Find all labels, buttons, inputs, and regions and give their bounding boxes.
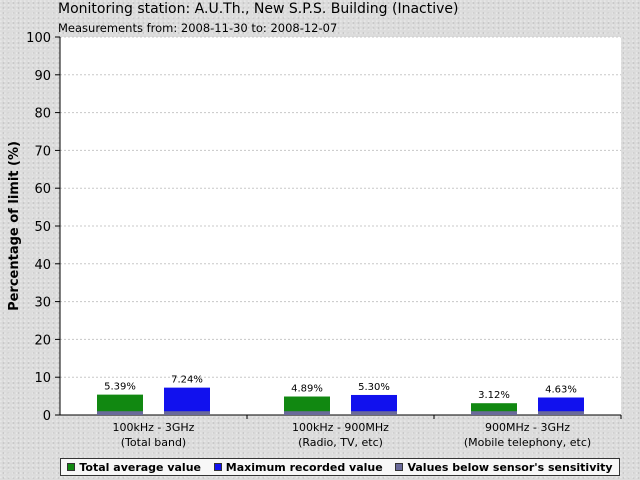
- bar-sensitivity-segment: [471, 411, 517, 415]
- chart-title: Monitoring station: A.U.Th., New S.P.S. …: [58, 1, 459, 17]
- bar-value-label: 7.24%: [171, 375, 203, 386]
- legend-item-maximum: Maximum recorded value: [213, 460, 383, 474]
- legend-label-sensitivity: Values below sensor's sensitivity: [407, 460, 613, 474]
- x-category-label: 900MHz - 3GHz: [485, 421, 570, 434]
- x-category-label: (Mobile telephony, etc): [464, 436, 591, 449]
- y-tick-label: 60: [34, 182, 51, 197]
- bar: [97, 394, 143, 415]
- legend-swatch-average: [67, 463, 76, 471]
- bar-sensitivity-segment: [284, 411, 330, 415]
- bar-value-label: 4.89%: [291, 384, 323, 395]
- legend-label-average: Total average value: [79, 460, 201, 474]
- x-category-label: (Total band): [121, 436, 186, 449]
- bar: [538, 397, 584, 415]
- x-category-label: (Radio, TV, etc): [298, 436, 383, 449]
- y-tick-label: 50: [34, 220, 51, 235]
- bar-sensitivity-segment: [351, 411, 397, 415]
- bar-sensitivity-segment: [97, 411, 143, 415]
- y-tick-label: 40: [34, 258, 51, 273]
- bar: [284, 396, 330, 415]
- y-axis-label: Percentage of limit (%): [7, 141, 22, 311]
- y-tick-label: 70: [34, 144, 51, 159]
- legend-item-sensitivity: Values below sensor's sensitivity: [395, 460, 613, 474]
- y-tick-label: 20: [34, 333, 51, 348]
- y-tick-label: 0: [43, 409, 51, 424]
- y-tick-label: 30: [34, 296, 51, 311]
- bar-value-label: 4.63%: [545, 384, 577, 395]
- bar: [164, 387, 210, 415]
- x-category-label: 100kHz - 3GHz: [113, 421, 195, 434]
- x-category-label: 100kHz - 900MHz: [292, 421, 389, 434]
- legend-swatch-maximum: [213, 463, 222, 471]
- bar-value-label: 3.12%: [478, 390, 510, 401]
- legend-item-average: Total average value: [67, 461, 201, 474]
- y-tick-label: 80: [34, 107, 51, 122]
- bar: [351, 394, 397, 415]
- bar-value-label: 5.39%: [104, 382, 136, 393]
- bar-value-label: 5.30%: [358, 382, 390, 393]
- bar: [471, 403, 517, 415]
- chart-subtitle: Measurements from: 2008-11-30 to: 2008-1…: [58, 21, 338, 35]
- bar-sensitivity-segment: [538, 411, 584, 415]
- y-tick-label: 90: [34, 69, 51, 84]
- bar-sensitivity-segment: [164, 411, 210, 415]
- legend-swatch-sensitivity: [395, 463, 404, 471]
- legend-label-maximum: Maximum recorded value: [225, 460, 383, 474]
- y-tick-label: 100: [26, 31, 51, 46]
- chart-legend: Total average value Maximum recorded val…: [60, 458, 620, 476]
- bar-chart: 0 10 20 30 40 50 60 70 80 90 100 Percentage of limi…: [7, 31, 622, 449]
- y-tick-label: 10: [34, 371, 51, 386]
